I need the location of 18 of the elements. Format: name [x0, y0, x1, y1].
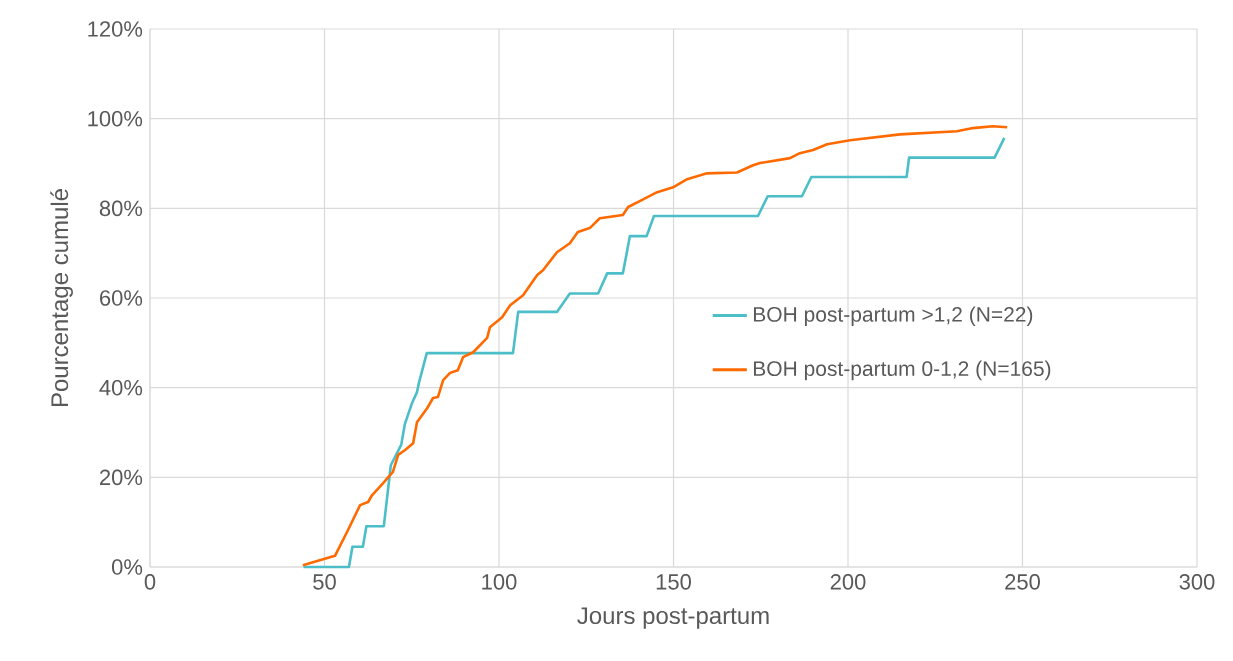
- y-tick-label: 60%: [100, 290, 143, 306]
- x-tick-label: 100: [482, 574, 517, 590]
- legend-label: BOH post-partum >1,2 (N=22): [753, 306, 1033, 326]
- x-axis-title: Jours post-partum: [577, 607, 769, 629]
- y-tick-label: 20%: [100, 469, 143, 486]
- x-tick-label: 200: [830, 574, 866, 590]
- x-tick-label: 0: [144, 574, 156, 590]
- y-tick-label: 0%: [111, 559, 143, 575]
- y-tick-label: 80%: [99, 200, 143, 217]
- legend-label: BOH post-partum 0-1,2 (N=165): [753, 360, 1051, 381]
- x-tick-label: 50: [313, 574, 336, 590]
- y-tick-label: 120%: [88, 21, 143, 37]
- y-tick-label: 100%: [88, 110, 143, 127]
- x-tick-label: 250: [1005, 574, 1040, 590]
- x-tick-label: 300: [1179, 574, 1215, 590]
- y-axis-title: Pourcentage cumulé: [50, 189, 73, 407]
- x-tick-label: 150: [656, 574, 691, 590]
- y-tick-label: 40%: [99, 379, 143, 396]
